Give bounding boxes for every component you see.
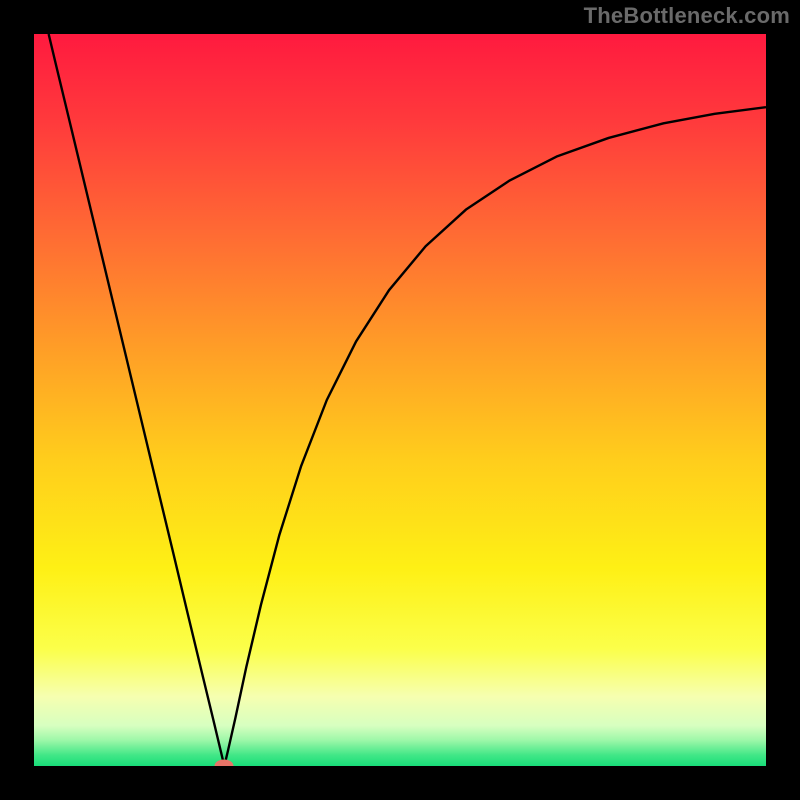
watermark-text: TheBottleneck.com — [584, 3, 790, 29]
plot-area — [34, 34, 766, 766]
bottleneck-curve — [34, 34, 766, 766]
optimal-point-marker — [215, 760, 234, 767]
chart-container: { "watermark": { "text": "TheBottleneck.… — [0, 0, 800, 800]
